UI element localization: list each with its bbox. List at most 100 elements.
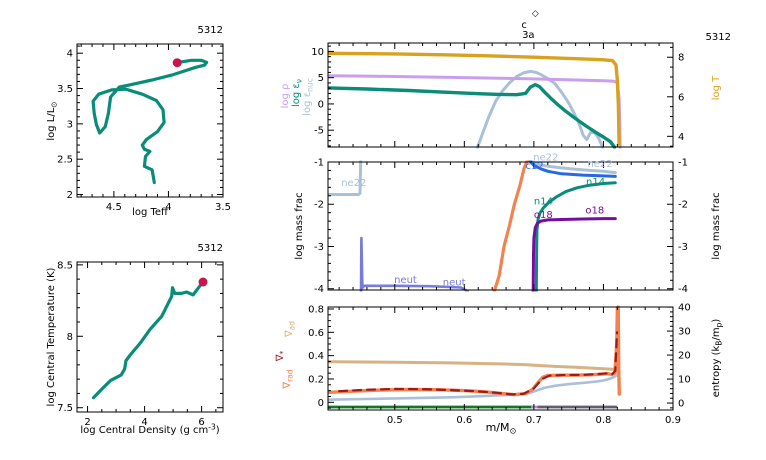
curve-label-neut: neut bbox=[443, 277, 466, 288]
current-model-marker bbox=[172, 58, 182, 68]
series-ne22 bbox=[529, 160, 617, 175]
profile-abundances-ytick--4: -4 bbox=[314, 284, 324, 295]
profile-abundances-plot-area bbox=[327, 161, 674, 291]
series-grad-rad bbox=[327, 305, 621, 397]
central-conditions-ytick-7.5: 7.5 bbox=[57, 403, 73, 414]
profile-gradients-y2tick-10: 10 bbox=[678, 375, 691, 386]
series-grad-ad bbox=[327, 360, 621, 375]
curve-label-c12: c12 bbox=[526, 161, 544, 172]
central-conditions-ticks bbox=[77, 262, 223, 412]
profile-gradients-plot-area bbox=[327, 306, 674, 411]
central-conditions-xlabel: log Central Density (g cm-3) bbox=[80, 423, 219, 437]
central-conditions-xtick-2: 2 bbox=[84, 417, 90, 428]
curve-label-n14: n14 bbox=[586, 177, 605, 188]
hr-diagram-series bbox=[91, 58, 209, 185]
profile-thermo-axis-label-log-nuc-: log εnuc bbox=[302, 78, 315, 115]
central-conditions-plot-area bbox=[76, 261, 224, 413]
curve-label-ne22: ne22 bbox=[533, 152, 558, 163]
hr-diagram-ticks bbox=[77, 44, 224, 197]
profile-abundances-series bbox=[327, 160, 617, 292]
profile-abundances-ytick--1: -1 bbox=[314, 158, 324, 169]
profile-gradients-series bbox=[327, 305, 621, 409]
hr-diagram-xtick-3.5: 3.5 bbox=[215, 202, 231, 213]
series-grad-star bbox=[338, 331, 619, 396]
curve-label-ne22: ne22 bbox=[341, 178, 366, 189]
central-conditions-series bbox=[91, 280, 205, 400]
central-conditions-ytick-8: 8 bbox=[67, 332, 73, 343]
curve-label-o18: o18 bbox=[534, 210, 553, 221]
profile-abundances-y2tick--1: -1 bbox=[678, 158, 688, 169]
central-conditions-xtick-4: 4 bbox=[141, 417, 147, 428]
central-conditions: 2 4 6 7.5 8 8.5 log Central Density (g cm-3) lo… bbox=[46, 243, 224, 437]
profile-thermo-y2tick-6: 6 bbox=[678, 92, 684, 103]
profile-abundances-axis-label-log-mass-frac: log mass frac bbox=[711, 192, 722, 259]
series-c12 bbox=[527, 160, 617, 178]
series-log-T bbox=[327, 51, 621, 146]
profile-gradients-y2tick-30: 30 bbox=[678, 327, 691, 338]
curve-label-o18: o18 bbox=[585, 206, 604, 217]
current-model-marker bbox=[198, 277, 208, 287]
series-hr-track bbox=[91, 58, 209, 185]
profile-abundances-axis-label-log-mass-frac: log mass frac bbox=[294, 192, 305, 259]
profile-thermo-ytick-0: 0 bbox=[318, 99, 324, 110]
profile-thermo-axis-label-log-: log ρ bbox=[280, 84, 291, 109]
hr-diagram-xtick-4: 4 bbox=[165, 202, 171, 213]
profile-gradients-y2tick-20: 20 bbox=[678, 351, 691, 362]
hr-diagram-ytick-3.5: 3.5 bbox=[57, 84, 73, 95]
hr-diagram-xtick-4.5: 4.5 bbox=[106, 202, 122, 213]
profile-abundances-y2tick--3: -3 bbox=[678, 242, 688, 253]
hr-diagram-ytick-2: 2 bbox=[67, 190, 73, 201]
profile-abundances-ticks bbox=[328, 161, 674, 290]
curve-label-ne22: ne22 bbox=[587, 159, 612, 170]
profile-gradients-axis-label--rad-: ∇rad bbox=[282, 369, 295, 389]
central-conditions-ytick-8.5: 8.5 bbox=[57, 260, 73, 271]
series-he4 bbox=[492, 160, 529, 292]
profile-thermo-plot-area bbox=[327, 42, 674, 148]
profile-thermo-ticks bbox=[328, 43, 674, 147]
profile-gradients-y2tick-0: 0 bbox=[678, 399, 684, 410]
profile-thermo-series bbox=[327, 51, 622, 149]
profile-thermo-ytick-10: 10 bbox=[311, 47, 324, 58]
series-entropy bbox=[327, 372, 621, 401]
profile-thermo-ytick--5: -5 bbox=[314, 126, 324, 137]
profile-gradients: 0.5 0.6 0.7 0.8 0.9 0 0.2 0.4 0.6 0.8 0 10 20 30 40 m/M… bbox=[275, 303, 724, 436]
hr-diagram-ytick-4: 4 bbox=[67, 49, 73, 60]
profile-abundances-ytick--2: -2 bbox=[314, 200, 324, 211]
profile-thermo-y2tick-8: 8 bbox=[678, 53, 684, 64]
profile-gradients-ytick-0: 0 bbox=[318, 398, 324, 409]
series-log-eps-nuc bbox=[476, 69, 605, 149]
series-neut bbox=[359, 236, 470, 292]
profile-gradients-xtick-0.7: 0.7 bbox=[526, 415, 542, 426]
profile-thermo-axis-label-log-t: log T bbox=[711, 75, 722, 100]
profile-abundances: -1 -2 -3 -4 -1 -2 -3 -4 log mass frac log mass fr… bbox=[294, 152, 722, 295]
profile-gradients-xtick-0.8: 0.8 bbox=[595, 415, 611, 426]
profile-gradients-axis-label--: ∇* bbox=[275, 351, 288, 363]
profile-gradients-axis-label--ad-: ∇ad bbox=[284, 321, 297, 338]
profile-gradients-y2tick-40: 40 bbox=[678, 303, 691, 314]
profile-abundances-y2tick--4: -4 bbox=[678, 284, 688, 295]
profile-thermo-ytick-5: 5 bbox=[318, 73, 324, 84]
hr-diagram-ytick-2.5: 2.5 bbox=[57, 155, 73, 166]
series-central-track bbox=[91, 280, 205, 400]
series-ne22 bbox=[327, 160, 363, 196]
profile-gradients-ytick-0.8: 0.8 bbox=[308, 304, 324, 315]
hr-diagram-xlabel: log Teff bbox=[132, 207, 169, 218]
profile-gradients-xtick-0.9: 0.9 bbox=[665, 415, 681, 426]
series-n14 bbox=[534, 181, 617, 292]
hr-diagram-plot-area bbox=[76, 43, 224, 198]
zone-marker-c: c bbox=[521, 20, 527, 31]
hr-diagram-ylabel: log L/L⊙ bbox=[46, 101, 59, 140]
profile-gradients-ytick-0.2: 0.2 bbox=[308, 374, 324, 385]
central-conditions-ylabel: log Central Temperature (K) bbox=[46, 267, 57, 406]
profile-gradients-ticks bbox=[328, 306, 674, 410]
profile-thermo-axis-label-log-: log εν bbox=[291, 79, 304, 107]
profile-gradients-ytick-0.6: 0.6 bbox=[308, 328, 324, 339]
hr-diagram-model-number: 5312 bbox=[198, 25, 223, 36]
series-log-eps-nu bbox=[327, 82, 617, 149]
profile-gradients-axis-label-entropy-k-b-m-p-: entropy (kB/mp) bbox=[711, 319, 724, 398]
zone-marker--: ◇ bbox=[532, 9, 539, 19]
curve-label-neut: neut bbox=[394, 275, 417, 286]
